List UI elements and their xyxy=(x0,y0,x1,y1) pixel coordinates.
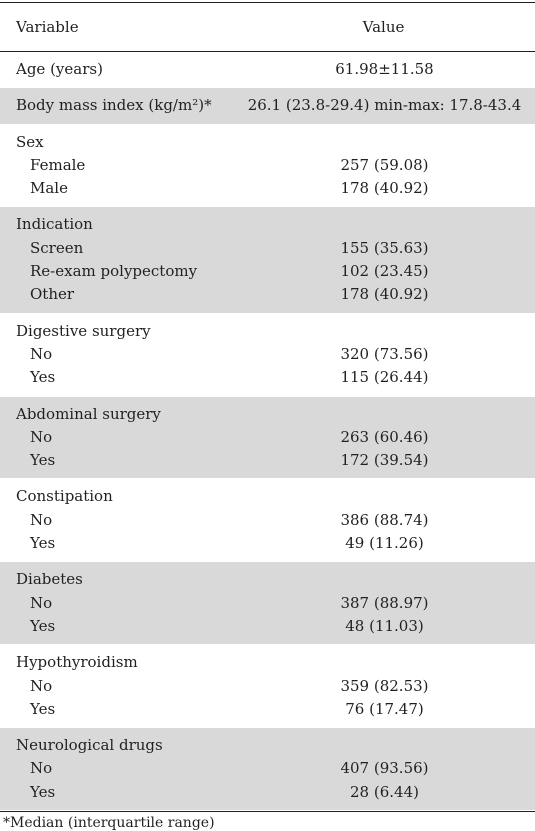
table-group: Hypothyroidism No 359 (82.53) Yes 76 (17.47) xyxy=(0,645,535,728)
table-row: No 386 (88.74) xyxy=(0,509,535,532)
table-row: Yes 115 (26.44) xyxy=(0,366,535,389)
row-label: Digestive surgery xyxy=(16,320,151,343)
table-row: Screen 155 (35.63) xyxy=(0,237,535,260)
row-value: 49 (11.26) xyxy=(242,532,527,555)
header-value: Value xyxy=(274,18,493,36)
row-label: Re-exam polypectomy xyxy=(30,260,197,283)
row-value: 28 (6.44) xyxy=(242,781,527,804)
table-row: Yes 172 (39.54) xyxy=(0,449,535,472)
row-label: Screen xyxy=(30,237,83,260)
table-row: Indication xyxy=(0,213,535,236)
table-row: Age (years) 61.98±11.58 xyxy=(0,58,535,81)
row-value: 76 (17.47) xyxy=(242,698,527,721)
table-group: Constipation No 386 (88.74) Yes 49 (11.26) xyxy=(0,479,535,562)
table-group: Sex Female 257 (59.08) Male 178 (40.92) xyxy=(0,125,535,208)
row-label: Neurological drugs xyxy=(16,734,163,757)
row-value: 263 (60.46) xyxy=(242,426,527,449)
row-value: 407 (93.56) xyxy=(242,757,527,780)
row-value: 102 (23.45) xyxy=(242,260,527,283)
row-label: Hypothyroidism xyxy=(16,651,138,674)
row-label: Yes xyxy=(30,532,55,555)
table-row: No 359 (82.53) xyxy=(0,675,535,698)
row-label: Other xyxy=(30,283,74,306)
table-row: No 263 (60.46) xyxy=(0,426,535,449)
table-row: Yes 28 (6.44) xyxy=(0,781,535,804)
table-row: No 387 (88.97) xyxy=(0,592,535,615)
row-label: Yes xyxy=(30,449,55,472)
row-value: 178 (40.92) xyxy=(242,283,527,306)
table-row: No 407 (93.56) xyxy=(0,757,535,780)
table-group: Abdominal surgery No 263 (60.46) Yes 172 (39… xyxy=(0,397,535,480)
row-label: Yes xyxy=(30,781,55,804)
row-value: 172 (39.54) xyxy=(242,449,527,472)
row-label: Indication xyxy=(16,213,93,236)
row-value: 386 (88.74) xyxy=(242,509,527,532)
table-row: Male 178 (40.92) xyxy=(0,177,535,200)
table-group: Body mass index (kg/m²)* 26.1 (23.8-29.4)… xyxy=(0,88,535,124)
row-value: 359 (82.53) xyxy=(242,675,527,698)
row-value: 155 (35.63) xyxy=(242,237,527,260)
table-row: Diabetes xyxy=(0,568,535,591)
header-variable: Variable xyxy=(16,18,79,36)
table-group: Neurological drugs No 407 (93.56) Yes 28 (6.… xyxy=(0,728,535,811)
row-label: Male xyxy=(30,177,68,200)
table-row: Digestive surgery xyxy=(0,320,535,343)
table-row: Re-exam polypectomy 102 (23.45) xyxy=(0,260,535,283)
table-group: Digestive surgery No 320 (73.56) Yes 115 (26… xyxy=(0,314,535,397)
row-label: Female xyxy=(30,154,85,177)
table-group: Diabetes No 387 (88.97) Yes 48 (11.03) xyxy=(0,562,535,645)
row-value: 178 (40.92) xyxy=(242,177,527,200)
row-label: Diabetes xyxy=(16,568,83,591)
table-row: Abdominal surgery xyxy=(0,403,535,426)
row-label: Sex xyxy=(16,131,44,154)
row-label: Body mass index (kg/m²)* xyxy=(16,94,212,117)
table-row: Yes 48 (11.03) xyxy=(0,615,535,638)
table-body: Age (years) 61.98±11.58 Body mass index (k… xyxy=(0,52,535,811)
row-label: Constipation xyxy=(16,485,113,508)
row-label: Yes xyxy=(30,698,55,721)
row-value: 115 (26.44) xyxy=(242,366,527,389)
row-label: No xyxy=(30,343,52,366)
row-value: 257 (59.08) xyxy=(242,154,527,177)
table-row: Hypothyroidism xyxy=(0,651,535,674)
row-value: 320 (73.56) xyxy=(242,343,527,366)
table-row: Yes 76 (17.47) xyxy=(0,698,535,721)
table-group: Age (years) 61.98±11.58 xyxy=(0,52,535,88)
footnote: *Median (interquartile range) xyxy=(0,812,535,831)
table-header: Variable Value xyxy=(0,2,535,52)
table-row: Constipation xyxy=(0,485,535,508)
row-label: No xyxy=(30,426,52,449)
table-row: No 320 (73.56) xyxy=(0,343,535,366)
row-label: No xyxy=(30,509,52,532)
row-value: 387 (88.97) xyxy=(242,592,527,615)
table-row: Sex xyxy=(0,131,535,154)
table-row: Body mass index (kg/m²)* 26.1 (23.8-29.4)… xyxy=(0,94,535,117)
row-value: 26.1 (23.8-29.4) min-max: 17.8-43.4 xyxy=(242,94,527,117)
row-label: Yes xyxy=(30,615,55,638)
table-row: Yes 49 (11.26) xyxy=(0,532,535,555)
row-label: Age (years) xyxy=(16,58,103,81)
row-label: No xyxy=(30,592,52,615)
table-row: Neurological drugs xyxy=(0,734,535,757)
row-value: 48 (11.03) xyxy=(242,615,527,638)
row-label: Abdominal surgery xyxy=(16,403,161,426)
table-row: Female 257 (59.08) xyxy=(0,154,535,177)
row-value: 61.98±11.58 xyxy=(242,58,527,81)
table-row: Other 178 (40.92) xyxy=(0,283,535,306)
row-label: No xyxy=(30,675,52,698)
row-label: Yes xyxy=(30,366,55,389)
table-group: Indication Screen 155 (35.63) Re-exam polyp… xyxy=(0,207,535,313)
row-label: No xyxy=(30,757,52,780)
